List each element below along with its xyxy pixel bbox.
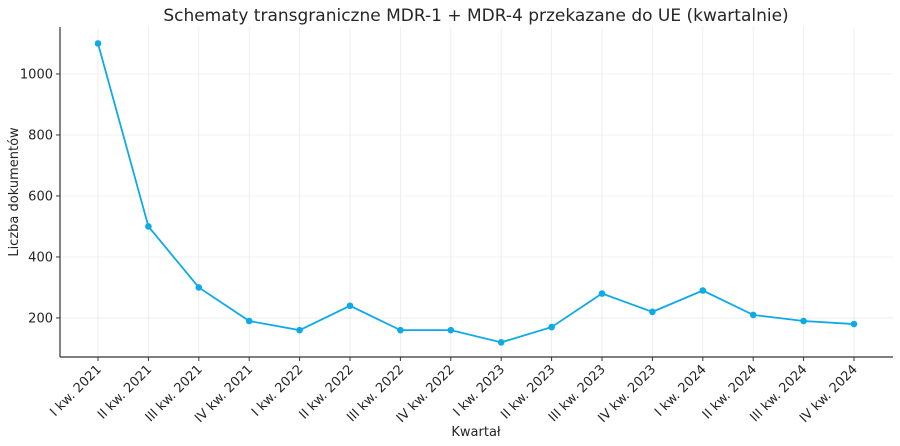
grid-lines: [60, 27, 893, 357]
chart-title: Schematy transgraniczne MDR-1 + MDR-4 pr…: [163, 6, 788, 26]
axes: [59, 27, 893, 358]
y-axis-label: Liczba dokumentów: [7, 127, 22, 257]
data-point-marker: [447, 326, 455, 334]
y-tick-label: 400: [28, 250, 53, 265]
data-point-marker: [850, 320, 858, 328]
x-axis-label: Kwartał: [451, 425, 501, 440]
data-series: [94, 40, 858, 346]
data-point-marker: [699, 287, 707, 294]
data-point-marker: [245, 317, 253, 325]
data-point-marker: [296, 326, 303, 334]
data-point-marker: [346, 302, 354, 310]
data-point-marker: [497, 339, 505, 346]
data-point-marker: [94, 40, 102, 47]
data-point-marker: [195, 284, 203, 291]
y-tick-label: 1000: [20, 67, 53, 82]
y-axis-ticks: 200 400 600 800 1000: [20, 67, 60, 326]
data-point-marker: [800, 317, 807, 325]
data-point-marker: [145, 223, 152, 230]
data-point-marker: [548, 323, 555, 331]
data-point-marker: [598, 290, 606, 297]
data-point-marker: [397, 326, 404, 334]
y-tick-label: 200: [28, 311, 53, 326]
data-point-marker: [649, 308, 656, 316]
y-tick-label: 800: [28, 128, 53, 143]
data-point-marker: [749, 311, 757, 319]
series-line: [97, 43, 855, 344]
y-tick-label: 600: [28, 189, 53, 204]
